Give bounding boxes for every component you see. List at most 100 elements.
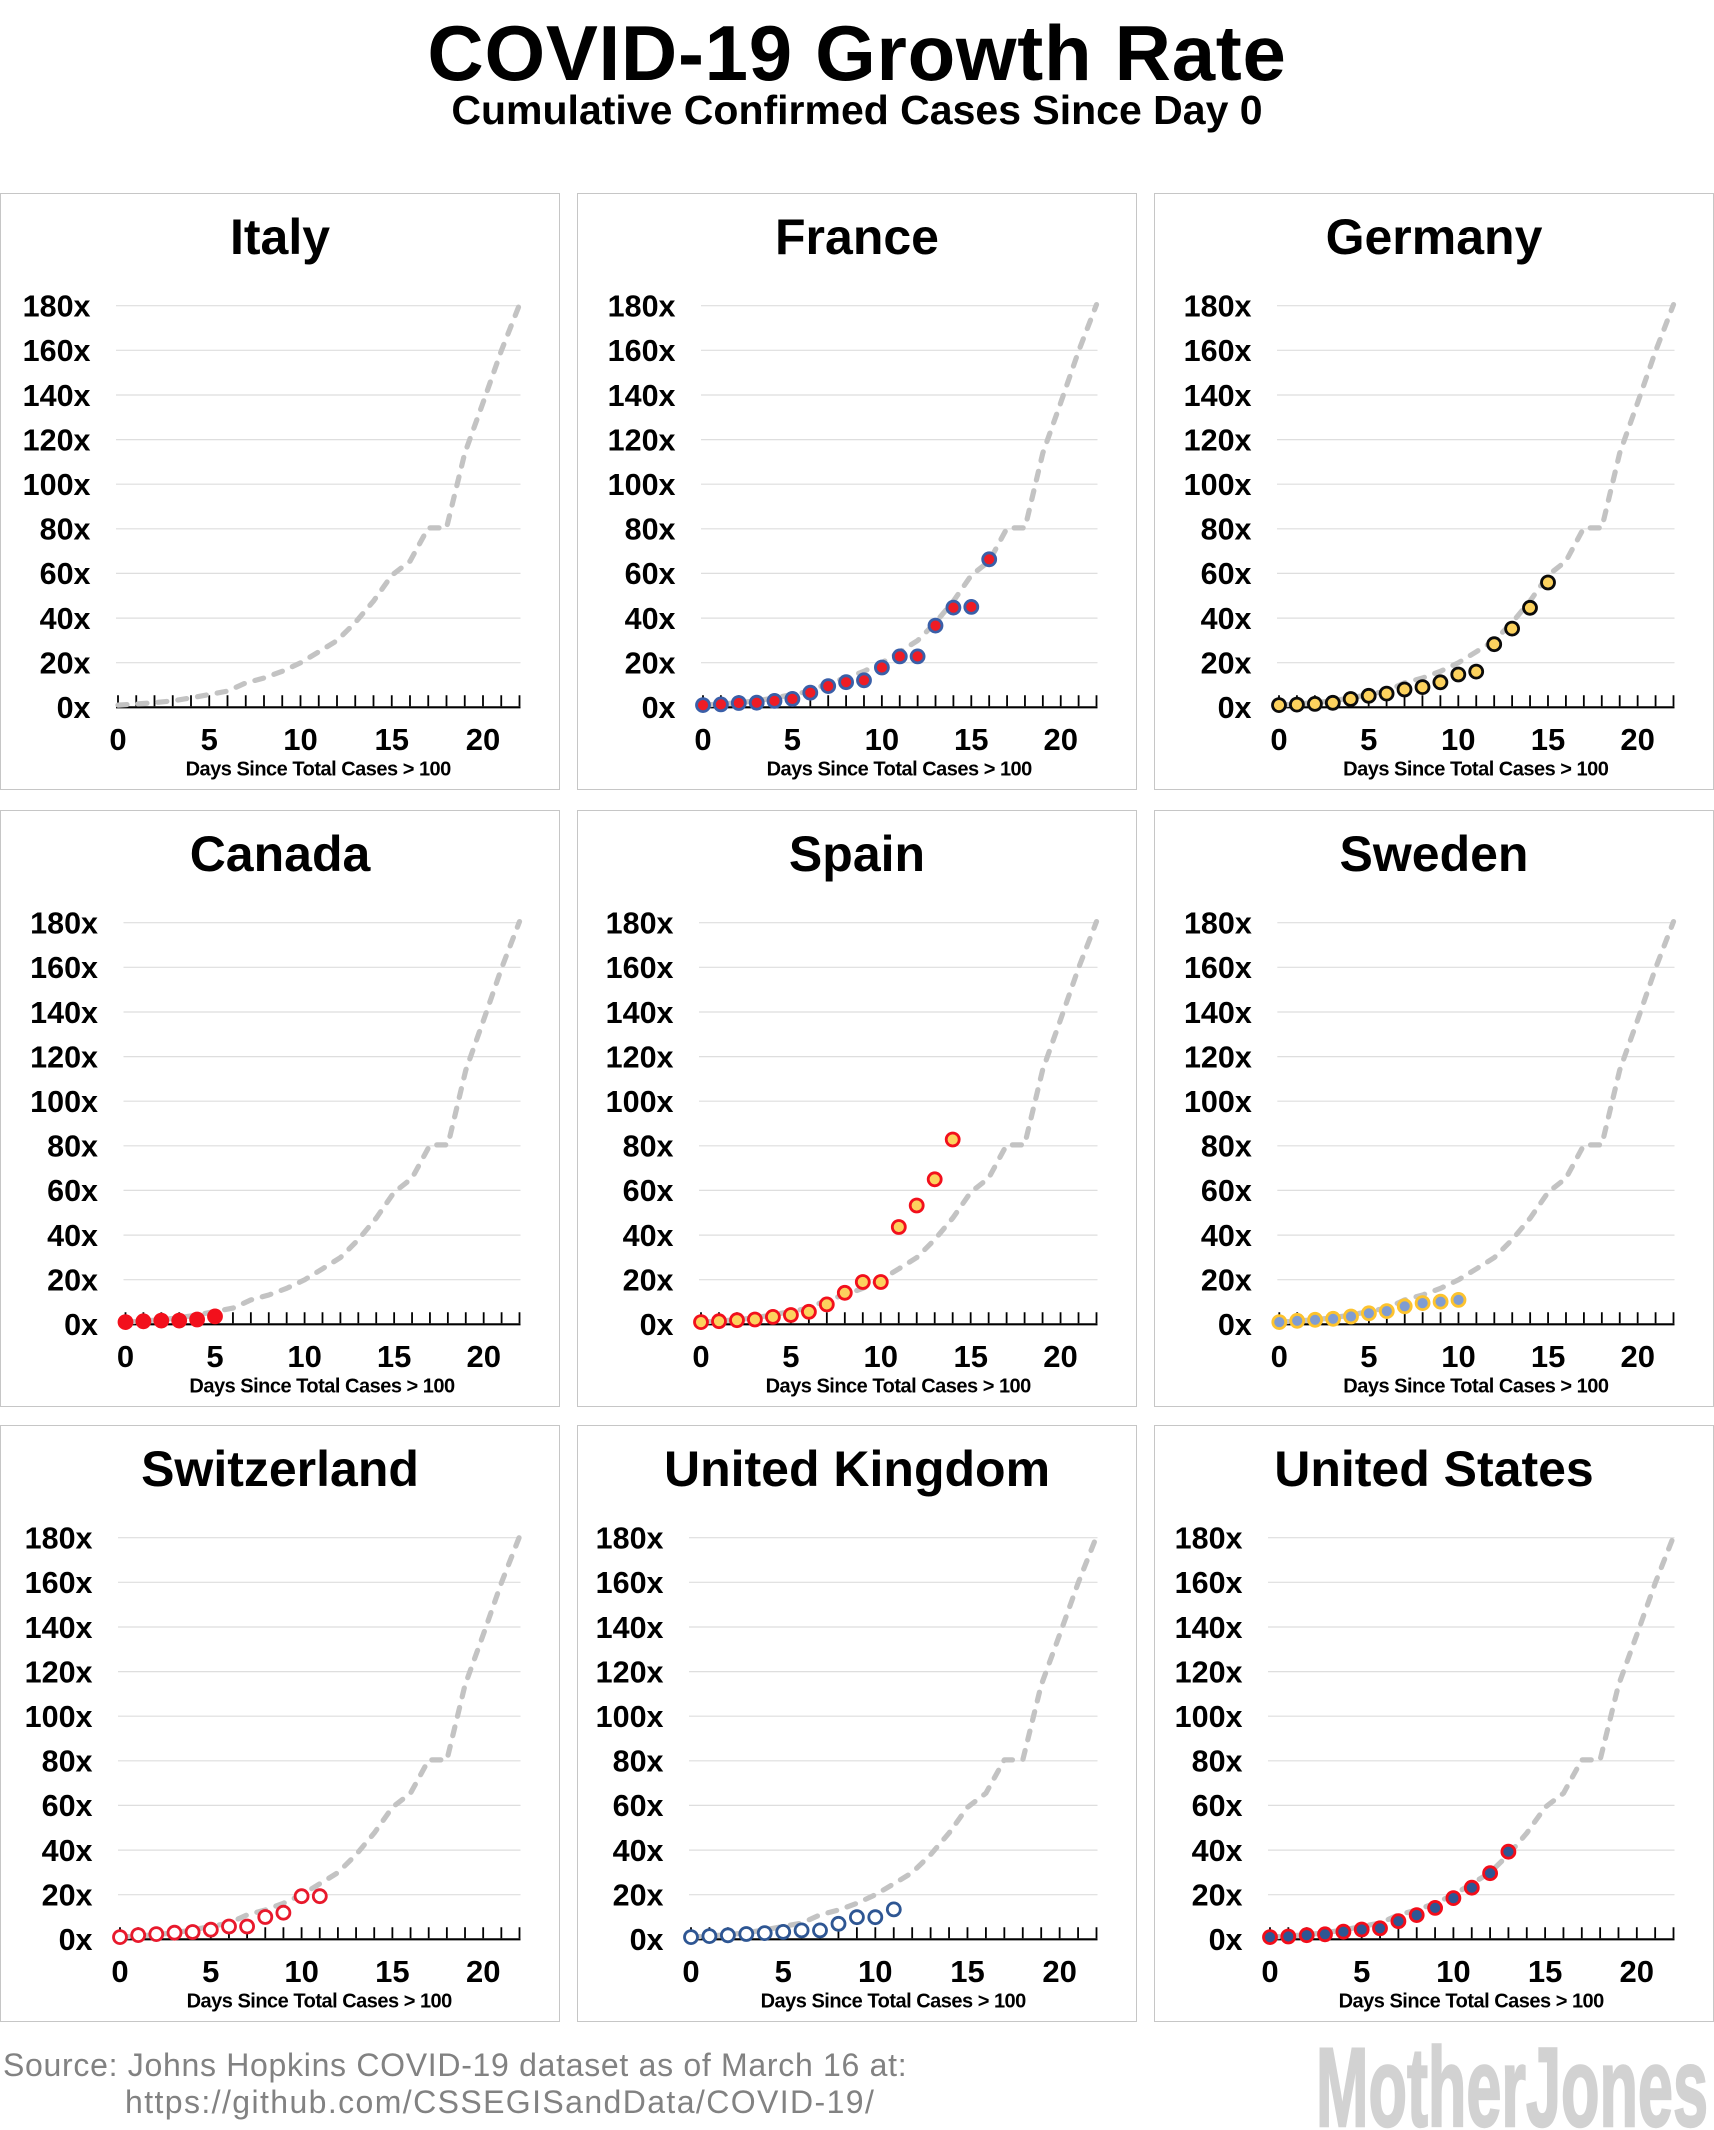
svg-text:0x: 0x — [642, 691, 676, 725]
svg-text:180x: 180x — [1184, 290, 1252, 324]
svg-text:Sweden: Sweden — [1340, 826, 1529, 882]
svg-text:10: 10 — [865, 722, 899, 757]
svg-text:20: 20 — [466, 1339, 500, 1374]
svg-text:100x: 100x — [596, 1700, 664, 1734]
svg-text:United States: United States — [1274, 1441, 1594, 1497]
svg-text:40x: 40x — [613, 1834, 664, 1868]
svg-text:140x: 140x — [606, 996, 674, 1030]
svg-text:100x: 100x — [606, 1085, 674, 1119]
svg-text:20: 20 — [1043, 722, 1077, 757]
svg-text:140x: 140x — [23, 379, 91, 413]
svg-text:0x: 0x — [64, 1308, 98, 1342]
svg-text:15: 15 — [375, 722, 409, 757]
svg-text:France: France — [775, 209, 939, 265]
svg-text:60x: 60x — [42, 1789, 93, 1823]
svg-text:15: 15 — [953, 1339, 987, 1374]
svg-text:80x: 80x — [613, 1745, 664, 1779]
svg-text:10: 10 — [858, 1954, 892, 1989]
svg-text:5: 5 — [775, 1954, 792, 1989]
svg-text:5: 5 — [1353, 1954, 1370, 1989]
svg-text:Days Since Total Cases > 100: Days Since Total Cases > 100 — [767, 759, 1033, 781]
svg-text:160x: 160x — [608, 334, 676, 368]
svg-text:20: 20 — [466, 1954, 500, 1989]
svg-text:40x: 40x — [623, 1219, 674, 1253]
svg-text:0x: 0x — [1218, 691, 1252, 725]
svg-text:100x: 100x — [1184, 468, 1252, 502]
svg-text:120x: 120x — [23, 423, 91, 457]
svg-text:140x: 140x — [1184, 996, 1252, 1030]
svg-text:0x: 0x — [57, 691, 91, 725]
svg-text:15: 15 — [375, 1954, 409, 1989]
svg-text:Canada: Canada — [190, 826, 372, 882]
svg-text:40x: 40x — [40, 602, 91, 636]
svg-text:100x: 100x — [1175, 1700, 1243, 1734]
svg-text:140x: 140x — [596, 1611, 664, 1645]
svg-text:Switzerland: Switzerland — [141, 1441, 419, 1497]
svg-text:160x: 160x — [1184, 951, 1252, 985]
svg-text:160x: 160x — [596, 1566, 664, 1600]
svg-text:0x: 0x — [640, 1308, 674, 1342]
svg-text:Germany: Germany — [1326, 209, 1543, 265]
svg-text:20x: 20x — [42, 1879, 93, 1913]
svg-text:Days Since Total Cases > 100: Days Since Total Cases > 100 — [189, 1376, 455, 1398]
svg-text:10: 10 — [864, 1339, 898, 1374]
svg-text:0: 0 — [109, 722, 126, 757]
svg-text:10: 10 — [1441, 722, 1475, 757]
svg-text:0: 0 — [1270, 722, 1287, 757]
svg-text:0: 0 — [692, 1339, 709, 1374]
svg-text:20x: 20x — [1201, 647, 1252, 681]
svg-text:180x: 180x — [25, 1522, 93, 1556]
svg-text:80x: 80x — [42, 1745, 93, 1779]
svg-text:60x: 60x — [1192, 1789, 1243, 1823]
svg-text:100x: 100x — [25, 1700, 93, 1734]
svg-text:15: 15 — [1531, 722, 1565, 757]
svg-text:Days Since Total Cases > 100: Days Since Total Cases > 100 — [766, 1376, 1032, 1398]
svg-text:40x: 40x — [47, 1219, 98, 1253]
svg-text:15: 15 — [377, 1339, 411, 1374]
svg-text:10: 10 — [1436, 1954, 1470, 1989]
svg-text:20: 20 — [1042, 1954, 1076, 1989]
svg-text:10: 10 — [284, 1954, 318, 1989]
svg-text:80x: 80x — [1201, 1130, 1252, 1164]
svg-text:80x: 80x — [1192, 1745, 1243, 1779]
svg-text:40x: 40x — [1192, 1834, 1243, 1868]
svg-text:60x: 60x — [1201, 557, 1252, 591]
svg-text:20x: 20x — [40, 647, 91, 681]
svg-text:5: 5 — [201, 722, 218, 757]
svg-text:180x: 180x — [596, 1522, 664, 1556]
svg-text:40x: 40x — [625, 602, 676, 636]
svg-text:20x: 20x — [1201, 1264, 1252, 1298]
svg-text:40x: 40x — [1201, 602, 1252, 636]
svg-text:140x: 140x — [25, 1611, 93, 1645]
svg-text:120x: 120x — [596, 1655, 664, 1689]
svg-text:100x: 100x — [23, 468, 91, 502]
svg-text:20: 20 — [466, 722, 500, 757]
svg-text:5: 5 — [782, 1339, 799, 1374]
svg-text:80x: 80x — [47, 1130, 98, 1164]
svg-text:160x: 160x — [25, 1566, 93, 1600]
svg-text:60x: 60x — [623, 1174, 674, 1208]
svg-text:5: 5 — [202, 1954, 219, 1989]
svg-text:5: 5 — [1360, 722, 1377, 757]
svg-text:20x: 20x — [1192, 1879, 1243, 1913]
svg-text:15: 15 — [1531, 1339, 1565, 1374]
svg-text:120x: 120x — [608, 423, 676, 457]
svg-text:120x: 120x — [30, 1040, 98, 1074]
svg-text:Days Since Total Cases > 100: Days Since Total Cases > 100 — [187, 1991, 453, 2013]
svg-text:15: 15 — [1528, 1954, 1562, 1989]
svg-text:0: 0 — [694, 722, 711, 757]
svg-text:15: 15 — [954, 722, 988, 757]
svg-text:120x: 120x — [1184, 423, 1252, 457]
svg-text:0x: 0x — [1218, 1308, 1252, 1342]
svg-text:10: 10 — [283, 722, 317, 757]
svg-text:20x: 20x — [47, 1264, 98, 1298]
svg-text:Days Since Total Cases > 100: Days Since Total Cases > 100 — [186, 759, 452, 781]
svg-text:United Kingdom: United Kingdom — [664, 1441, 1050, 1497]
svg-text:180x: 180x — [606, 907, 674, 941]
svg-text:140x: 140x — [1184, 379, 1252, 413]
svg-text:140x: 140x — [608, 379, 676, 413]
svg-text:140x: 140x — [30, 996, 98, 1030]
svg-text:160x: 160x — [606, 951, 674, 985]
svg-text:60x: 60x — [1201, 1174, 1252, 1208]
svg-text:0x: 0x — [630, 1923, 664, 1957]
